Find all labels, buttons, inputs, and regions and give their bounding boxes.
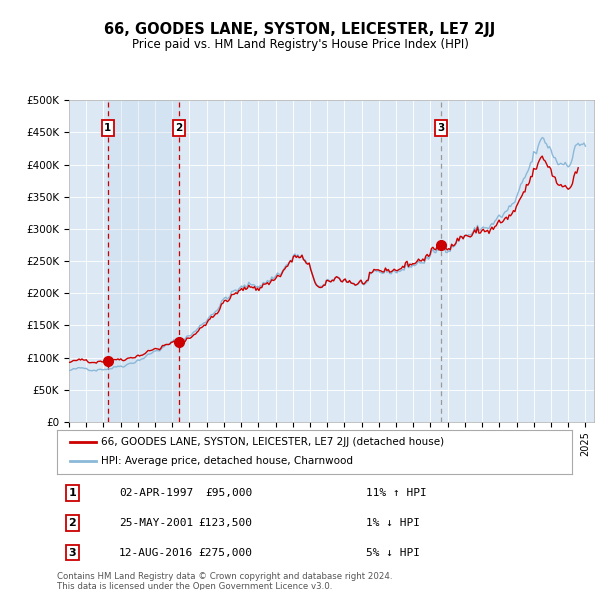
- Text: 2: 2: [68, 518, 76, 527]
- Text: 1: 1: [68, 488, 76, 498]
- Text: 66, GOODES LANE, SYSTON, LEICESTER, LE7 2JJ: 66, GOODES LANE, SYSTON, LEICESTER, LE7 …: [104, 22, 496, 37]
- Bar: [108, 100, 179, 422]
- Text: £123,500: £123,500: [199, 518, 253, 527]
- Text: £275,000: £275,000: [199, 548, 253, 558]
- Text: 11% ↑ HPI: 11% ↑ HPI: [366, 488, 427, 498]
- Text: 25-MAY-2001: 25-MAY-2001: [119, 518, 193, 527]
- Text: 02-APR-1997: 02-APR-1997: [119, 488, 193, 498]
- Text: 1% ↓ HPI: 1% ↓ HPI: [366, 518, 420, 527]
- Text: 12-AUG-2016: 12-AUG-2016: [119, 548, 193, 558]
- Text: 2: 2: [176, 123, 183, 133]
- Text: 66, GOODES LANE, SYSTON, LEICESTER, LE7 2JJ (detached house): 66, GOODES LANE, SYSTON, LEICESTER, LE7 …: [101, 437, 444, 447]
- Text: HPI: Average price, detached house, Charnwood: HPI: Average price, detached house, Char…: [101, 457, 353, 466]
- Text: This data is licensed under the Open Government Licence v3.0.: This data is licensed under the Open Gov…: [57, 582, 332, 590]
- Text: 1: 1: [104, 123, 112, 133]
- Text: Price paid vs. HM Land Registry's House Price Index (HPI): Price paid vs. HM Land Registry's House …: [131, 38, 469, 51]
- Text: Contains HM Land Registry data © Crown copyright and database right 2024.: Contains HM Land Registry data © Crown c…: [57, 572, 392, 581]
- Text: £95,000: £95,000: [205, 488, 253, 498]
- Text: 3: 3: [68, 548, 76, 558]
- Text: 5% ↓ HPI: 5% ↓ HPI: [366, 548, 420, 558]
- Text: 3: 3: [437, 123, 445, 133]
